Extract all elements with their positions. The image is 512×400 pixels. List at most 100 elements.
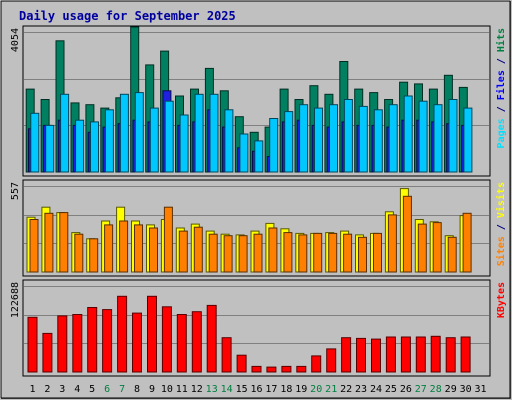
bar-kbytes-day-29 xyxy=(445,337,456,373)
legend-entry: KBytes xyxy=(496,282,507,318)
legend-entry: Pages xyxy=(496,118,507,148)
bar-sites-day-20 xyxy=(313,232,323,273)
panel-hits: 4054 Pages / Files / Hits xyxy=(10,25,507,177)
bar-pages-day-18 xyxy=(284,111,294,173)
panel-visits: 557 Sites / Visits xyxy=(10,179,507,277)
bar-sites-day-29 xyxy=(447,236,457,273)
bar-sites-day-5 xyxy=(89,238,99,273)
legend-entry: / xyxy=(496,100,507,118)
x-tick-label: 19 xyxy=(295,384,307,395)
x-tick-label: 11 xyxy=(176,384,188,395)
panel-kbytes-legend: KBytes xyxy=(496,282,507,318)
bar-sites-day-14 xyxy=(223,235,233,273)
bar-kbytes-day-15 xyxy=(236,354,247,373)
legend-entry: / xyxy=(496,218,507,236)
x-tick-label: 4 xyxy=(74,384,80,395)
x-tick-label: 30 xyxy=(460,384,472,395)
bar-pages-day-15 xyxy=(239,133,249,173)
bar-pages-day-13 xyxy=(209,93,219,173)
bar-kbytes-day-27 xyxy=(415,336,426,373)
bar-pages-day-2 xyxy=(45,124,55,173)
bar-sites-day-12 xyxy=(193,226,203,273)
bar-pages-day-11 xyxy=(179,114,189,173)
panel-kbytes-max-label: 122688 xyxy=(10,282,21,318)
bar-kbytes-day-21 xyxy=(326,348,337,373)
panel-hits-legend: Pages / Files / Hits xyxy=(495,28,507,148)
panel-kbytes: 122688 KBytes xyxy=(10,279,507,377)
x-tick-label: 13 xyxy=(206,384,218,395)
bar-sites-day-24 xyxy=(373,232,382,273)
x-tick-label: 25 xyxy=(385,384,397,395)
bar-kbytes-day-12 xyxy=(191,311,202,373)
bar-kbytes-day-3 xyxy=(57,315,68,373)
bar-kbytes-day-17 xyxy=(266,366,277,373)
bar-kbytes-day-7 xyxy=(117,295,128,373)
bar-sites-day-15 xyxy=(238,235,248,273)
bar-pages-day-5 xyxy=(90,121,99,173)
bar-pages-day-7 xyxy=(119,93,129,173)
bar-pages-day-25 xyxy=(388,104,398,173)
x-tick-label: 21 xyxy=(325,384,337,395)
x-tick-label: 26 xyxy=(400,384,412,395)
bar-pages-day-3 xyxy=(60,93,70,173)
bar-sites-day-10 xyxy=(163,206,173,273)
bar-sites-day-26 xyxy=(402,195,412,273)
bar-pages-day-29 xyxy=(448,99,458,173)
bar-pages-day-14 xyxy=(224,109,234,173)
bar-sites-day-9 xyxy=(149,227,158,273)
x-tick-label: 7 xyxy=(119,384,125,395)
bar-kbytes-day-14 xyxy=(221,337,232,373)
x-tick-label: 24 xyxy=(370,384,382,395)
bar-kbytes-day-10 xyxy=(161,306,172,373)
bar-kbytes-day-5 xyxy=(87,307,98,373)
legend-entry: Sites xyxy=(495,236,507,266)
bar-sites-day-25 xyxy=(387,214,397,273)
bar-kbytes-day-28 xyxy=(430,335,441,373)
panel-visits-legend: Sites / Visits xyxy=(495,182,507,266)
x-tick-label: 12 xyxy=(191,384,203,395)
bar-sites-day-16 xyxy=(253,233,263,273)
legend-entry: / xyxy=(496,52,507,70)
bar-pages-day-6 xyxy=(104,109,114,173)
bar-pages-day-28 xyxy=(433,104,443,173)
bar-sites-day-4 xyxy=(74,233,84,273)
x-tick-label: 23 xyxy=(355,384,367,395)
bar-sites-day-11 xyxy=(178,230,188,273)
x-tick-label: 14 xyxy=(221,384,233,395)
panel-visits-max-label: 557 xyxy=(10,182,21,200)
bar-sites-day-30 xyxy=(462,212,472,273)
bar-sites-day-17 xyxy=(268,227,278,273)
bar-pages-day-27 xyxy=(418,100,428,173)
chart-title: Daily usage for September 2025 xyxy=(19,9,236,23)
bar-pages-day-10 xyxy=(164,100,174,173)
legend-entry: Visits xyxy=(495,182,507,218)
x-tick-label: 18 xyxy=(280,384,292,395)
x-tick-label: 29 xyxy=(445,384,457,395)
bar-sites-day-21 xyxy=(328,232,338,273)
bar-sites-day-23 xyxy=(358,236,367,273)
bar-pages-day-26 xyxy=(403,95,413,173)
x-tick-label: 20 xyxy=(310,384,322,395)
x-tick-label: 27 xyxy=(415,384,427,395)
bar-kbytes-day-26 xyxy=(400,336,411,373)
x-tick-label: 31 xyxy=(474,384,486,395)
bar-pages-day-4 xyxy=(75,119,85,173)
x-tick-label: 10 xyxy=(161,384,173,395)
bar-kbytes-day-18 xyxy=(281,365,292,373)
bar-pages-day-1 xyxy=(30,112,40,173)
bar-kbytes-day-2 xyxy=(42,332,53,373)
bar-pages-day-24 xyxy=(373,109,383,173)
x-tick-label: 1 xyxy=(29,384,35,395)
bar-sites-day-18 xyxy=(283,232,293,273)
legend-entry: Files xyxy=(495,70,507,100)
bar-kbytes-day-9 xyxy=(147,295,157,373)
bar-kbytes-day-16 xyxy=(251,365,262,373)
x-tick-label: 9 xyxy=(149,384,155,395)
bar-kbytes-day-24 xyxy=(371,338,381,373)
bar-pages-day-8 xyxy=(134,92,144,173)
bar-kbytes-day-22 xyxy=(341,337,352,373)
bar-kbytes-day-4 xyxy=(72,314,83,373)
bar-kbytes-day-8 xyxy=(132,312,142,373)
bar-pages-day-21 xyxy=(329,104,338,173)
x-tick-label: 8 xyxy=(134,384,140,395)
